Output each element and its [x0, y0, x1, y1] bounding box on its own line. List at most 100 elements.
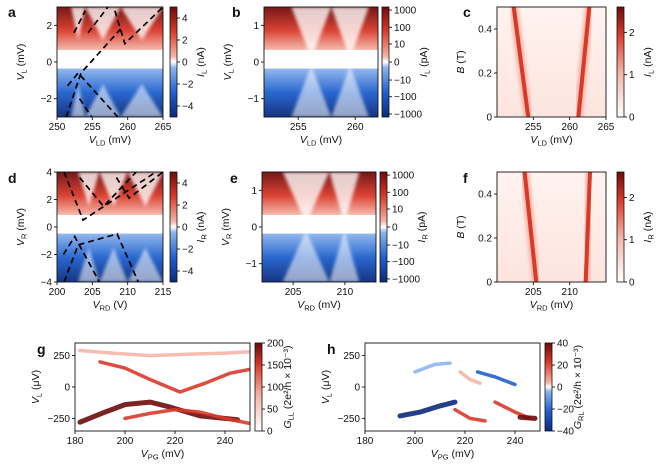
colorbar-tick-label: 10 [394, 39, 406, 50]
colorbar-gradient [169, 171, 178, 283]
conductance-peak [413, 361, 452, 374]
y-axis-label: VL (mV) [222, 44, 236, 81]
coulomb-diamond-bottom [329, 230, 360, 282]
y-tick-label: −2 [41, 94, 53, 105]
coulomb-diamond-top [127, 172, 163, 207]
dashed-diamond-edge [78, 172, 137, 208]
colorbar-label: IL (nA) [642, 47, 656, 77]
heatmap-background [365, 343, 540, 431]
x-tick-label: 260 [119, 122, 136, 133]
conductance-peak [517, 414, 538, 421]
x-tick-label: 210 [561, 287, 578, 298]
colorbar-tick-label: 4 [182, 14, 188, 25]
colorbar-tick-label: 2 [629, 28, 635, 39]
y-tick-label: −1 [248, 94, 260, 105]
colorbar-tick-label: −2 [182, 80, 194, 91]
conductance-peak [397, 399, 458, 419]
coulomb-diamond-top [331, 7, 369, 59]
x-tick-label: 255 [525, 122, 542, 133]
x-tick-label: 210 [119, 287, 136, 298]
y-tick-label: 1 [253, 21, 259, 32]
x-axis-label: VRD (mV) [297, 299, 341, 313]
conductance-peak [458, 370, 482, 385]
colorbar-tick-label: −10 [392, 241, 409, 252]
x-tick-label: 260 [561, 122, 578, 133]
colorbar-tick-label: 1 [629, 70, 635, 81]
dashed-diamond-edge [62, 234, 101, 282]
plot-area-g [75, 343, 250, 431]
plot-area-d [57, 172, 163, 282]
colorbar-tick-label: 0 [392, 223, 398, 234]
dashed-diamond-edge [87, 7, 109, 34]
x-tick-label: 240 [217, 436, 234, 447]
y-tick-label: 0.2 [478, 69, 492, 80]
colorbar-tick-label: 50 [267, 405, 279, 416]
x-tick-label: 255 [84, 122, 101, 133]
panel-label: e [230, 170, 238, 186]
y-axis-label: VL (μV) [320, 370, 334, 404]
colorbar-f: 2 1 0 IR (nA) [616, 171, 656, 289]
coulomb-diamond-top [282, 172, 330, 224]
coulomb-diamond-bottom [291, 65, 332, 117]
panel-c: 255 260 265 0.4 0.2 0 VLD (mV) B (T) c 2 1 0 IL (nA) [455, 4, 656, 148]
resonance-line [576, 7, 592, 117]
y-tick-label: −250 [47, 414, 70, 425]
y-tick-label: 1 [251, 186, 257, 197]
colorbar-gradient [254, 342, 263, 432]
x-tick-label: 180 [67, 436, 84, 447]
x-tick-label: 200 [117, 436, 134, 447]
colorbar-label: IL (pA) [418, 47, 432, 77]
y-tick-label: 4 [46, 168, 52, 179]
colorbar-label: GLL (2e²/h × 10⁻³) [282, 345, 296, 428]
axes-frame [496, 171, 607, 283]
y-tick-label: 0.4 [478, 190, 492, 201]
colorbar-gradient [544, 342, 553, 432]
conductance-peak [123, 407, 250, 426]
colorbar-gradient [169, 6, 178, 118]
resonance-line [522, 172, 539, 282]
colorbar-tick-label: −20 [557, 405, 574, 416]
x-axis-label: VLD (mV) [300, 134, 342, 148]
colorbar-tick-label: −10 [394, 76, 411, 87]
y-axis-label: VL (μV) [30, 370, 44, 404]
y-tick-label: 250 [343, 351, 360, 362]
colorbar-tick-label: −40 [557, 427, 574, 438]
x-tick-label: 250 [49, 122, 66, 133]
y-tick-label: −1 [246, 259, 258, 270]
colorbar-tick-label: 0 [182, 223, 188, 234]
colorbar-label: GRL (2e²/h × 10⁻³) [572, 345, 586, 429]
colorbar-label: IR (pA) [416, 211, 430, 242]
dashed-diamond-edge [78, 98, 93, 117]
colorbar-tick-label: 0 [629, 113, 635, 124]
x-axis-label: VPG (mV) [141, 448, 185, 462]
colorbar-tick-label: 0 [629, 278, 635, 289]
resonance-line [511, 7, 531, 117]
colorbar-gradient [616, 171, 625, 283]
colorbar-tick-label: 2 [182, 201, 188, 212]
coulomb-diamond-bottom [127, 247, 163, 282]
dashed-diamond-edge [73, 10, 87, 34]
colorbar-c: 2 1 0 IL (nA) [616, 6, 656, 124]
coulomb-diamond-top [120, 7, 163, 40]
y-tick-label: 0 [486, 113, 492, 124]
x-tick-label: 200 [407, 436, 424, 447]
colorbar-tick-label: −4 [182, 267, 194, 278]
colorbar-tick-label: 20 [557, 361, 569, 372]
x-tick-label: 200 [49, 287, 66, 298]
colorbar-tick-label: 0 [182, 58, 188, 69]
conductance-peak [453, 407, 487, 423]
x-axis-label: VRD (mV) [530, 299, 574, 313]
y-tick-label: −4 [41, 278, 53, 289]
conductance-peak [475, 370, 517, 387]
plot-area-e [262, 172, 376, 282]
colorbar-tick-label: 1000 [394, 6, 417, 17]
y-axis-label: VL (mV) [15, 44, 29, 81]
colorbar-tick-label: 0 [557, 383, 563, 394]
y-axis-label: B (T) [455, 50, 467, 73]
y-axis-label: B (T) [455, 215, 467, 238]
